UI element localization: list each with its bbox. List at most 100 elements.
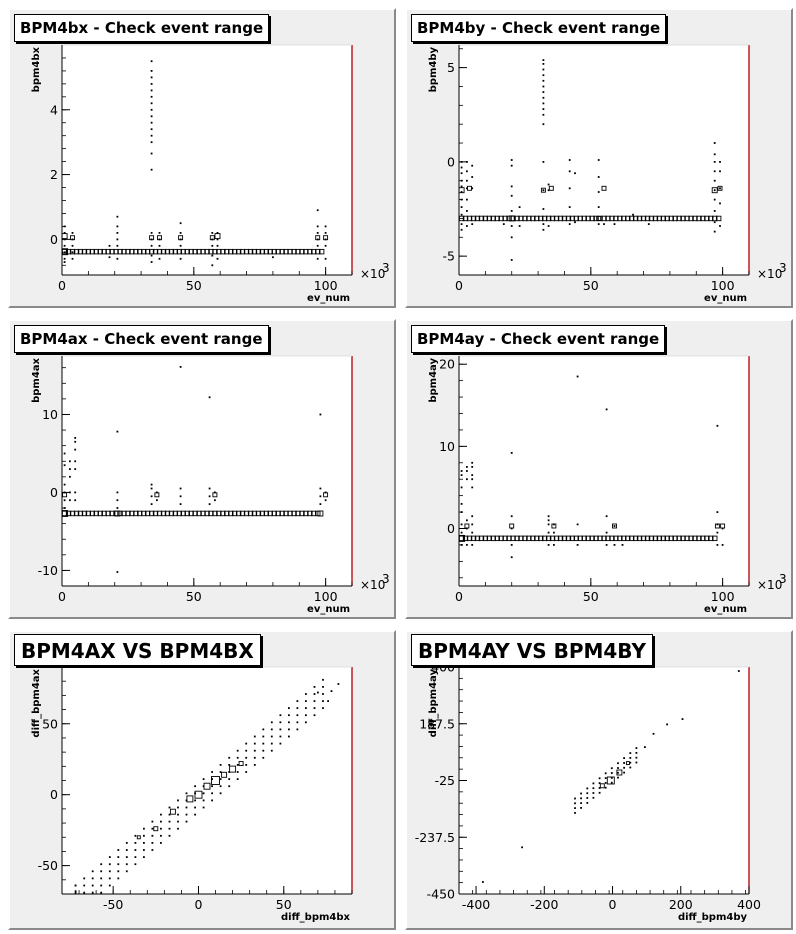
- data-point: [460, 511, 463, 513]
- data-point: [208, 396, 211, 399]
- data-point: [63, 483, 66, 486]
- pad-bpm4ax-vs-bpm4bx[interactable]: -50 0 50 -50 0 50 diff_bpm4bx diff_bpm4ax BPM4A…: [8, 630, 396, 930]
- data-box: [144, 248, 151, 255]
- data-point: [63, 261, 66, 263]
- y-axis-label: diff_bpm4ax: [31, 668, 42, 737]
- data-box: [628, 215, 635, 222]
- pad-bpm4bx-event-range[interactable]: 0 50 100 0 2 4 ev_num bpm4bx ×10 3 BPM4bx - Check…: [8, 8, 396, 308]
- data-point: [610, 767, 613, 770]
- data-point: [150, 168, 153, 171]
- data-point: [262, 749, 265, 752]
- data-box: [228, 248, 234, 255]
- data-box: [609, 215, 615, 222]
- data-point: [288, 721, 290, 724]
- data-point: [150, 495, 153, 498]
- data-point: [245, 771, 248, 773]
- data-point: [262, 756, 265, 759]
- data-point: [313, 700, 316, 702]
- data-box: [714, 523, 720, 529]
- data-point: [502, 223, 505, 225]
- data-box: [708, 535, 714, 542]
- data-box: [164, 248, 171, 255]
- data-point: [143, 842, 145, 844]
- data-point: [91, 891, 94, 894]
- pad-bpm4ax-event-range[interactable]: 0 50 100 -10 0 10 ev_num bpm4ax ×10 3 BPM4ax - Ch…: [8, 319, 396, 619]
- data-box: [228, 510, 234, 517]
- data-point: [150, 128, 153, 131]
- data-box: [518, 215, 524, 222]
- data-box: [238, 761, 244, 766]
- data-point: [150, 76, 153, 79]
- data-point: [460, 486, 463, 489]
- data-point: [510, 544, 513, 546]
- data-point: [177, 820, 179, 823]
- data-point: [69, 491, 71, 494]
- x-tick-label: 100: [711, 278, 735, 293]
- data-point: [185, 806, 188, 809]
- data-box: [680, 215, 686, 222]
- data-point: [623, 762, 625, 764]
- data-point: [305, 700, 307, 702]
- data-point: [547, 183, 550, 186]
- data-point: [580, 792, 582, 795]
- data-box: [263, 510, 270, 517]
- data-point: [75, 899, 77, 901]
- x-axis-label: diff_bpm4by: [678, 912, 748, 923]
- data-point: [716, 424, 719, 427]
- data-box: [565, 535, 572, 542]
- data-point: [586, 787, 589, 790]
- data-box: [251, 248, 258, 255]
- data-point: [542, 189, 545, 192]
- data-point: [713, 198, 716, 201]
- data-point: [647, 223, 650, 225]
- data-point: [466, 210, 468, 212]
- pad-bpm4ay-event-range[interactable]: 0 50 100 0 10 20 ev_num bpm4ay ×10 3 BPM4ay - Che…: [405, 319, 793, 619]
- data-box: [498, 215, 504, 222]
- data-box: [299, 248, 305, 255]
- data-box: [62, 510, 69, 517]
- data-point: [270, 728, 273, 731]
- pad-bpm4by-event-range[interactable]: 0 50 100 -5 0 5 ev_num bpm4by ×10 3 BPM4by - Chec…: [405, 8, 793, 308]
- data-box: [114, 510, 121, 517]
- data-point: [597, 223, 600, 225]
- plot-svg: 0 50 100 0 10 20 ev_num bpm4ay ×103: [428, 355, 787, 615]
- data-point: [542, 161, 545, 163]
- data-point: [151, 849, 154, 851]
- data-point: [202, 806, 205, 809]
- data-box: [668, 215, 674, 222]
- data-point: [177, 806, 179, 809]
- data-box: [530, 215, 536, 222]
- data-point: [245, 749, 248, 752]
- data-point: [168, 827, 171, 830]
- data-point: [605, 531, 608, 534]
- x-tick-label: 0: [609, 897, 617, 912]
- data-point: [542, 63, 545, 65]
- data-point: [253, 735, 256, 738]
- data-box: [585, 535, 591, 542]
- data-point: [580, 807, 582, 809]
- data-point: [510, 527, 513, 530]
- data-point: [617, 762, 619, 765]
- data-point: [134, 842, 137, 844]
- data-box: [538, 535, 544, 542]
- data-box: [211, 776, 220, 785]
- data-point: [143, 834, 145, 837]
- data-point: [629, 757, 632, 759]
- data-point: [592, 782, 595, 785]
- data-point: [592, 796, 595, 799]
- data-point: [324, 244, 327, 247]
- data-point: [117, 856, 120, 858]
- data-box: [311, 510, 317, 517]
- data-point: [185, 820, 188, 823]
- pad-bpm4ay-vs-bpm4by[interactable]: -400 -200 0 200 400 -450 -237.5 -25 187.5 400 diff…: [405, 630, 793, 930]
- data-point: [518, 225, 521, 227]
- data-point: [202, 799, 205, 802]
- plot-title: BPM4ax - Check event range: [14, 325, 269, 353]
- plot-title: BPM4AX VS BPM4BX: [14, 634, 261, 666]
- data-point: [598, 782, 601, 784]
- data-box: [279, 248, 285, 255]
- data-point: [69, 460, 71, 463]
- data-point: [125, 849, 128, 851]
- data-box: [97, 248, 103, 255]
- data-point: [150, 60, 153, 63]
